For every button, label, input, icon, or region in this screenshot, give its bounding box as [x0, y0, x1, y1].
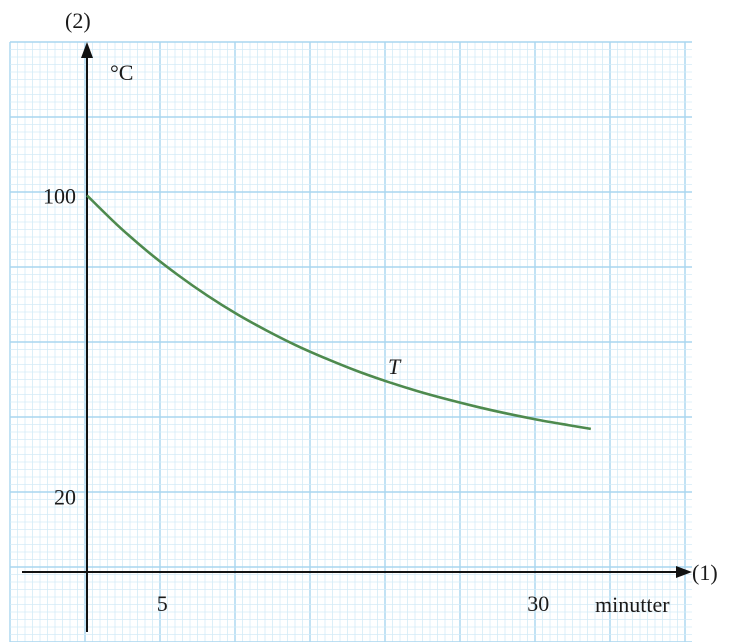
y-axis-unit: °C: [110, 60, 133, 85]
y-tick-label: 100: [43, 183, 76, 208]
y-axis-number: (2): [65, 8, 91, 33]
grid: [9, 41, 692, 642]
y-tick-label: 20: [54, 485, 76, 510]
tick-labels: 5 30 20 100: [43, 183, 549, 616]
series-line-T: [86, 194, 592, 431]
series-label-T: T: [388, 354, 402, 379]
axes: [22, 42, 692, 632]
x-axis-arrow: [676, 566, 692, 578]
x-axis-unit: minutter: [595, 592, 670, 617]
x-tick-label: 30: [527, 591, 549, 616]
x-tick-label: 5: [157, 591, 168, 616]
labels: (2) °C (1) minutter T: [65, 8, 718, 617]
x-axis-number: (1): [692, 560, 718, 585]
y-axis-arrow: [81, 42, 93, 58]
series-group: [86, 194, 592, 431]
